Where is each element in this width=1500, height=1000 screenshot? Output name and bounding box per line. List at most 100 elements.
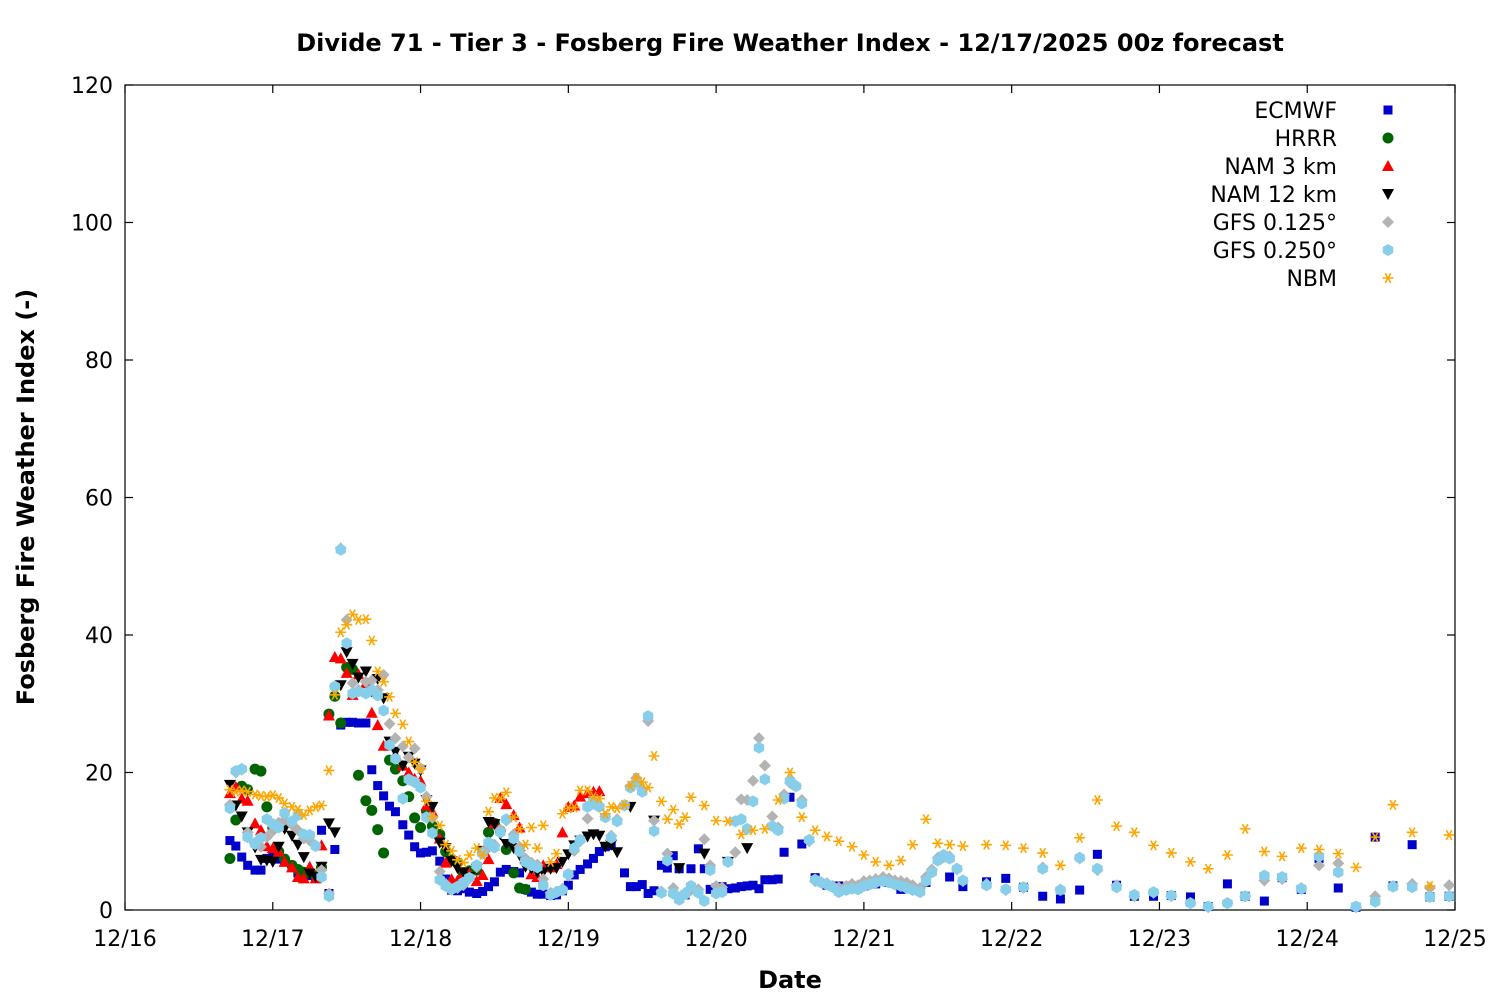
data-point	[329, 689, 341, 700]
data-point	[255, 765, 267, 777]
data-point	[698, 833, 711, 846]
data-point	[568, 802, 580, 813]
legend-marker	[1382, 244, 1394, 256]
data-point	[500, 787, 512, 798]
data-point	[1387, 799, 1399, 810]
legend-label: NAM 12 km	[1210, 183, 1337, 208]
data-point	[679, 812, 691, 823]
legend-label: NBM	[1286, 267, 1337, 292]
data-point	[1092, 849, 1102, 859]
data-point	[476, 868, 489, 880]
data-point	[599, 808, 611, 819]
data-point	[656, 860, 666, 870]
data-point	[588, 853, 598, 863]
data-point	[1184, 856, 1196, 868]
x-tick-label: 12/22	[980, 927, 1043, 952]
data-point	[699, 895, 710, 908]
data-point	[323, 765, 335, 776]
x-tick-label: 12/20	[684, 927, 747, 952]
y-tick-label: 120	[71, 74, 113, 99]
data-point	[1295, 842, 1307, 854]
data-point	[519, 839, 531, 850]
data-point	[574, 790, 587, 802]
data-point	[673, 863, 686, 875]
data-point	[359, 666, 372, 678]
data-point	[1222, 897, 1233, 910]
data-point	[932, 838, 944, 849]
data-point	[981, 879, 992, 892]
data-point	[605, 839, 618, 851]
data-point	[551, 848, 563, 859]
data-point	[508, 867, 520, 879]
data-point	[285, 861, 298, 873]
data-point	[618, 799, 630, 810]
data-point	[662, 863, 672, 873]
data-point	[451, 863, 464, 875]
y-tick-label: 100	[71, 212, 113, 237]
data-point	[648, 824, 660, 837]
data-point	[563, 868, 574, 881]
data-point	[883, 860, 895, 871]
data-point	[1370, 895, 1381, 908]
data-point	[1350, 862, 1362, 873]
data-point	[409, 812, 421, 824]
data-point	[330, 845, 340, 854]
data-point	[242, 831, 253, 844]
data-point	[346, 677, 359, 690]
data-point	[1221, 849, 1233, 861]
data-point	[501, 864, 511, 874]
data-point	[322, 818, 335, 830]
data-point	[389, 746, 402, 758]
x-tick-label: 12/19	[537, 927, 600, 952]
data-point	[434, 820, 446, 831]
data-point	[716, 886, 728, 899]
data-point	[427, 846, 437, 856]
data-point	[457, 857, 469, 868]
data-point	[471, 859, 482, 872]
data-point	[378, 704, 389, 717]
data-point	[410, 842, 420, 852]
data-point	[759, 773, 771, 786]
data-point	[593, 785, 606, 797]
data-point	[531, 842, 543, 854]
data-point	[594, 800, 605, 813]
data-point	[759, 823, 771, 835]
data-point	[279, 807, 290, 820]
data-point	[273, 821, 284, 834]
data-point	[1332, 848, 1344, 859]
data-point	[1424, 880, 1436, 892]
data-point	[463, 849, 475, 861]
data-point	[920, 814, 932, 825]
y-tick-label: 20	[85, 762, 113, 787]
data-point	[225, 836, 235, 846]
data-point	[335, 627, 347, 638]
data-point	[274, 854, 284, 864]
data-point	[340, 647, 353, 659]
data-point	[723, 884, 733, 894]
data-point	[1185, 892, 1195, 902]
data-point	[804, 833, 815, 846]
data-point	[1202, 863, 1214, 874]
data-point	[581, 812, 594, 825]
data-point	[409, 757, 421, 768]
data-point	[846, 841, 858, 852]
data-point	[1092, 862, 1103, 875]
data-point	[693, 886, 704, 899]
data-point	[1259, 896, 1269, 906]
data-point	[773, 874, 783, 884]
data-point	[957, 874, 969, 887]
data-point	[1369, 831, 1381, 843]
data-point	[1074, 851, 1085, 864]
data-point	[340, 666, 353, 678]
data-point	[1001, 873, 1011, 883]
data-point	[230, 814, 242, 826]
data-point	[1239, 890, 1251, 903]
legend-marker	[1382, 160, 1394, 171]
data-point	[360, 614, 372, 625]
data-point	[693, 844, 703, 854]
y-tick-label: 80	[85, 349, 113, 374]
data-point	[514, 845, 525, 858]
data-point	[1017, 842, 1029, 854]
data-point	[329, 680, 341, 693]
